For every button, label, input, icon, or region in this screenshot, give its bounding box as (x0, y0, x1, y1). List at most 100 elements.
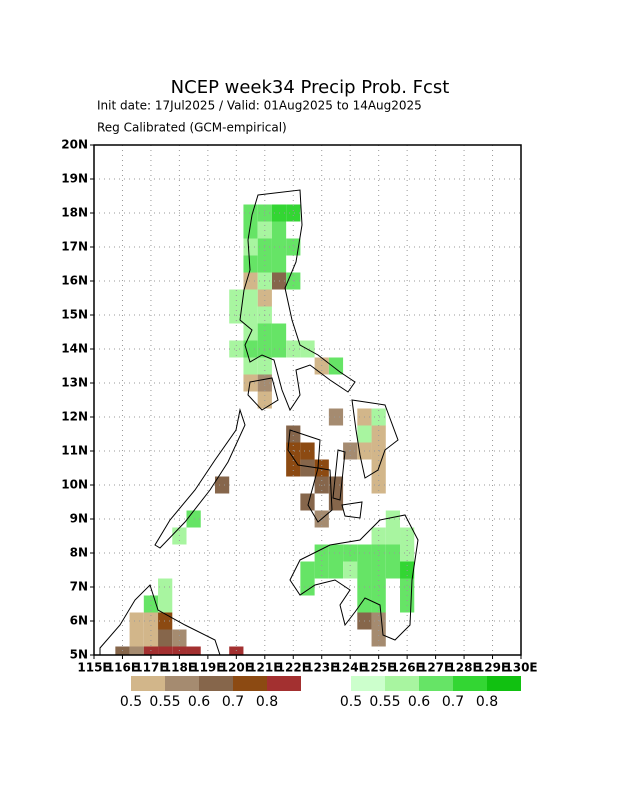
prob-cell (286, 340, 301, 358)
prob-cell (400, 578, 415, 596)
prob-cell (343, 544, 358, 562)
prob-cell (400, 544, 415, 562)
prob-cell (286, 425, 301, 443)
x-tick-label: 116E (106, 661, 139, 675)
prob-cell (300, 459, 315, 477)
x-tick-label: 117E (134, 661, 167, 675)
prob-cell (300, 578, 315, 596)
y-tick-label: 12N (61, 410, 88, 424)
colorbar-label: 0.55 (369, 694, 400, 710)
prob-cell (357, 561, 372, 579)
coast-bohol (341, 501, 363, 519)
prob-cell (243, 221, 258, 239)
prob-cell (328, 561, 344, 579)
prob-cell (243, 374, 258, 392)
prob-cell (286, 459, 301, 477)
colorbar-box (267, 676, 301, 691)
x-tick-label: 124E (334, 661, 367, 675)
prob-cell (158, 629, 173, 647)
prob-cell (243, 357, 258, 375)
colorbar-box (199, 676, 233, 691)
prob-cell (286, 204, 301, 222)
x-tick-label: 115E (77, 661, 110, 675)
prob-cell (186, 510, 201, 528)
frame (93, 144, 522, 656)
coast-mindoro (247, 377, 279, 411)
prob-cell (371, 425, 386, 443)
prob-cell (243, 272, 258, 290)
x-tick-label: 118E (163, 661, 196, 675)
prob-cell (143, 629, 159, 647)
prob-cell (271, 255, 287, 273)
colorbar-label: 0.6 (408, 694, 430, 710)
coast-samar-leyte (351, 399, 399, 479)
y-tick-label: 17N (61, 240, 88, 254)
prob-cell (300, 493, 315, 511)
prob-cell (243, 306, 258, 324)
x-tick-label: 127E (419, 661, 452, 675)
coast-palawan (154, 408, 246, 549)
y-tick-label: 15N (61, 308, 88, 322)
prob-cell (328, 357, 344, 375)
y-tick-label: 10N (61, 478, 88, 492)
prob-cell (385, 510, 401, 528)
prob-cell (371, 408, 386, 426)
prob-cell (328, 544, 344, 562)
colorbar-box (419, 676, 453, 691)
y-tick-label: 16N (61, 274, 88, 288)
cells-layer (115, 204, 415, 655)
coast-panay (287, 429, 321, 469)
prob-cell (257, 255, 272, 273)
colorbar-box (351, 676, 385, 691)
x-tick-label: 122E (277, 661, 310, 675)
x-tick-label: 126E (391, 661, 424, 675)
coast-borneo (99, 584, 221, 655)
prob-cell (229, 340, 244, 358)
coastlines (99, 189, 419, 655)
prob-cell (158, 612, 173, 630)
x-tick-label: 129E (476, 661, 509, 675)
y-tick-label: 9N (70, 512, 88, 526)
prob-cell (300, 561, 315, 579)
y-tick-label: 19N (61, 172, 88, 186)
prob-cell (186, 646, 201, 655)
colorbar-box (453, 676, 487, 691)
prob-cell (129, 646, 144, 655)
prob-cell (172, 629, 187, 647)
y-tick-label: 11N (61, 444, 88, 458)
colorbar-label: 0.7 (442, 694, 464, 710)
x-tick-label: 125E (362, 661, 395, 675)
colorbar-box (131, 676, 165, 691)
prob-cell (371, 544, 386, 562)
x-tick-label: 128E (447, 661, 480, 675)
coast-cebu (332, 449, 346, 501)
y-tick-label: 6N (70, 614, 88, 628)
prob-cell (371, 629, 386, 647)
colorbar-label: 0.55 (149, 694, 180, 710)
note: Reg Calibrated (GCM-empirical) (97, 121, 287, 135)
x-tick-label: 123E (305, 661, 338, 675)
prob-cell (286, 238, 301, 256)
colorbar-label: 0.8 (256, 694, 278, 710)
colorbar-box (233, 676, 267, 691)
y-tick-label: 18N (61, 206, 88, 220)
y-tick-label: 5N (70, 648, 88, 662)
colorbar-box (385, 676, 419, 691)
y-tick-label: 14N (61, 342, 88, 356)
prob-cell (357, 425, 372, 443)
prob-cell (158, 578, 173, 596)
coast-mindanao (289, 514, 419, 641)
y-tick-label: 13N (61, 376, 88, 390)
colorbar-label: 0.7 (222, 694, 244, 710)
x-tick-label: 120E (220, 661, 253, 675)
prob-cell (328, 493, 344, 511)
y-tick-label: 7N (70, 580, 88, 594)
prob-cell (214, 476, 230, 494)
x-tick-label: 121E (248, 661, 281, 675)
prob-cell (328, 476, 344, 494)
prob-cell (243, 204, 258, 222)
coast-luzon (239, 189, 356, 412)
subtitle: Init date: 17Jul2025 / Valid: 01Aug2025 … (97, 99, 422, 113)
